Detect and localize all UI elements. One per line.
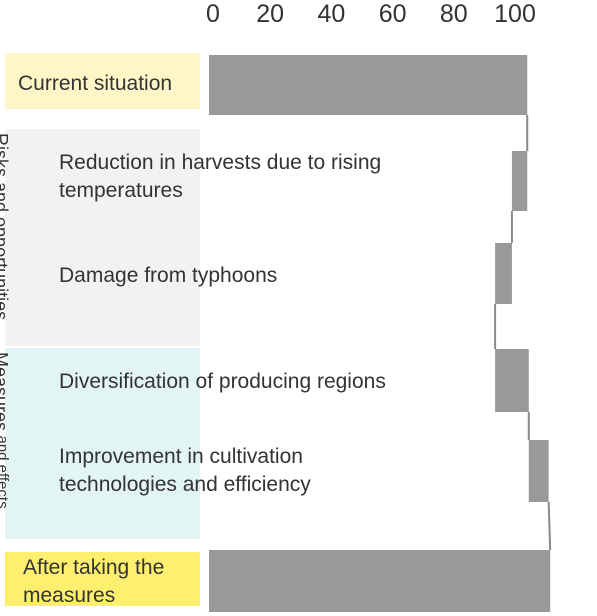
group-label-measures: Measures and effects: [0, 352, 11, 509]
category-label-line: temperatures: [59, 179, 183, 202]
x-tick-label: 60: [379, 0, 407, 28]
connector-lines: [494, 115, 552, 551]
delta-bar: [495, 243, 512, 304]
x-tick-label: 40: [317, 0, 345, 28]
group-label-risks: Risks and opportunities: [0, 133, 11, 320]
x-tick-label: 20: [256, 0, 284, 28]
x-tick-label: 0: [206, 0, 220, 28]
delta-bar: [495, 349, 529, 412]
category-label: After taking the measures: [23, 556, 164, 607]
risks-group-band: [5, 129, 200, 346]
x-axis-ticks: 0 20 40 60 80 100: [206, 0, 536, 28]
category-label: Improvement in cultivation technologies a…: [59, 445, 311, 496]
x-tick-label: 80: [440, 0, 468, 28]
delta-bar: [511, 151, 528, 211]
category-label: Reduction in harvests due to rising tempe…: [59, 151, 381, 202]
total-label-band: [5, 53, 200, 109]
category-label-line: Diversification of producing regions: [59, 370, 386, 393]
group-label-measures-main: Measures: [0, 352, 11, 431]
category-label: Damage from typhoons: [59, 264, 277, 287]
bars: [209, 55, 551, 612]
category-label: Diversification of producing regions: [59, 370, 386, 393]
measures-group-band: [5, 348, 200, 539]
x-tick-label: 100: [494, 0, 536, 28]
category-label-line: Damage from typhoons: [59, 264, 277, 287]
connector-line: [547, 501, 552, 551]
group-label-measures-sub: and effects: [0, 435, 11, 508]
category-label-line: Reduction in harvests due to rising: [59, 151, 381, 174]
category-label-line: After taking the: [23, 556, 164, 579]
category-label-line: Improvement in cultivation: [59, 445, 303, 468]
total-bar: [209, 55, 528, 115]
result-label-band: [5, 552, 200, 606]
category-label-line: measures: [23, 584, 115, 607]
total-bar: [209, 550, 551, 612]
category-label-line: technologies and efficiency: [59, 473, 311, 496]
category-labels: Current situation Reduction in harvests d…: [18, 72, 386, 607]
category-label-line: Current situation: [18, 72, 172, 95]
delta-bar: [528, 440, 549, 502]
category-label: Current situation: [18, 72, 172, 95]
